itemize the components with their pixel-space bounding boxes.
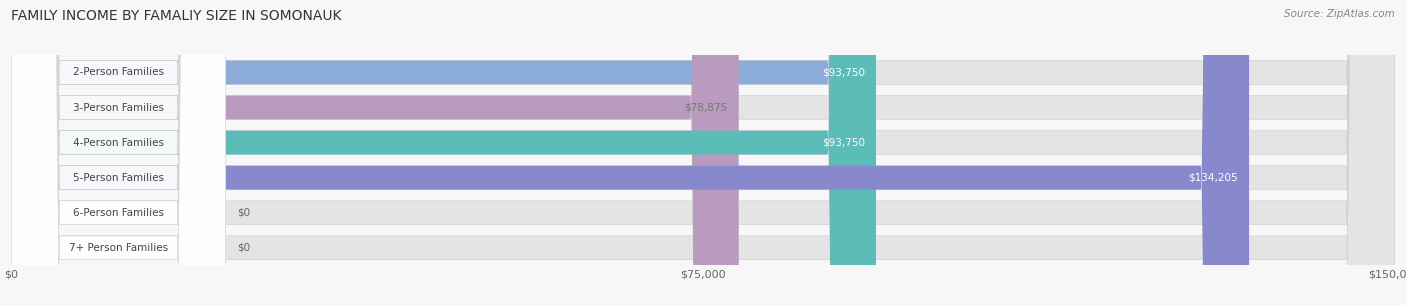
Text: 6-Person Families: 6-Person Families [73,208,165,218]
FancyBboxPatch shape [11,0,226,305]
FancyBboxPatch shape [11,0,1395,305]
Text: 5-Person Families: 5-Person Families [73,173,165,183]
Text: $78,875: $78,875 [685,102,728,113]
Text: 7+ Person Families: 7+ Person Families [69,243,169,253]
FancyBboxPatch shape [11,0,1395,305]
Text: Source: ZipAtlas.com: Source: ZipAtlas.com [1284,9,1395,19]
FancyBboxPatch shape [11,0,1395,305]
Text: $0: $0 [236,208,250,218]
FancyBboxPatch shape [11,0,1395,305]
FancyBboxPatch shape [11,0,226,305]
Text: $93,750: $93,750 [823,67,865,77]
FancyBboxPatch shape [11,0,876,305]
FancyBboxPatch shape [11,0,226,305]
FancyBboxPatch shape [11,0,738,305]
FancyBboxPatch shape [11,0,1395,305]
FancyBboxPatch shape [11,0,226,305]
Text: $0: $0 [236,243,250,253]
FancyBboxPatch shape [11,0,876,305]
FancyBboxPatch shape [11,0,226,305]
FancyBboxPatch shape [11,0,226,305]
FancyBboxPatch shape [11,0,1395,305]
Text: $134,205: $134,205 [1188,173,1239,183]
Text: 3-Person Families: 3-Person Families [73,102,165,113]
Text: 4-Person Families: 4-Person Families [73,138,165,148]
Text: FAMILY INCOME BY FAMALIY SIZE IN SOMONAUK: FAMILY INCOME BY FAMALIY SIZE IN SOMONAU… [11,9,342,23]
Text: $93,750: $93,750 [823,138,865,148]
FancyBboxPatch shape [11,0,1249,305]
Text: 2-Person Families: 2-Person Families [73,67,165,77]
